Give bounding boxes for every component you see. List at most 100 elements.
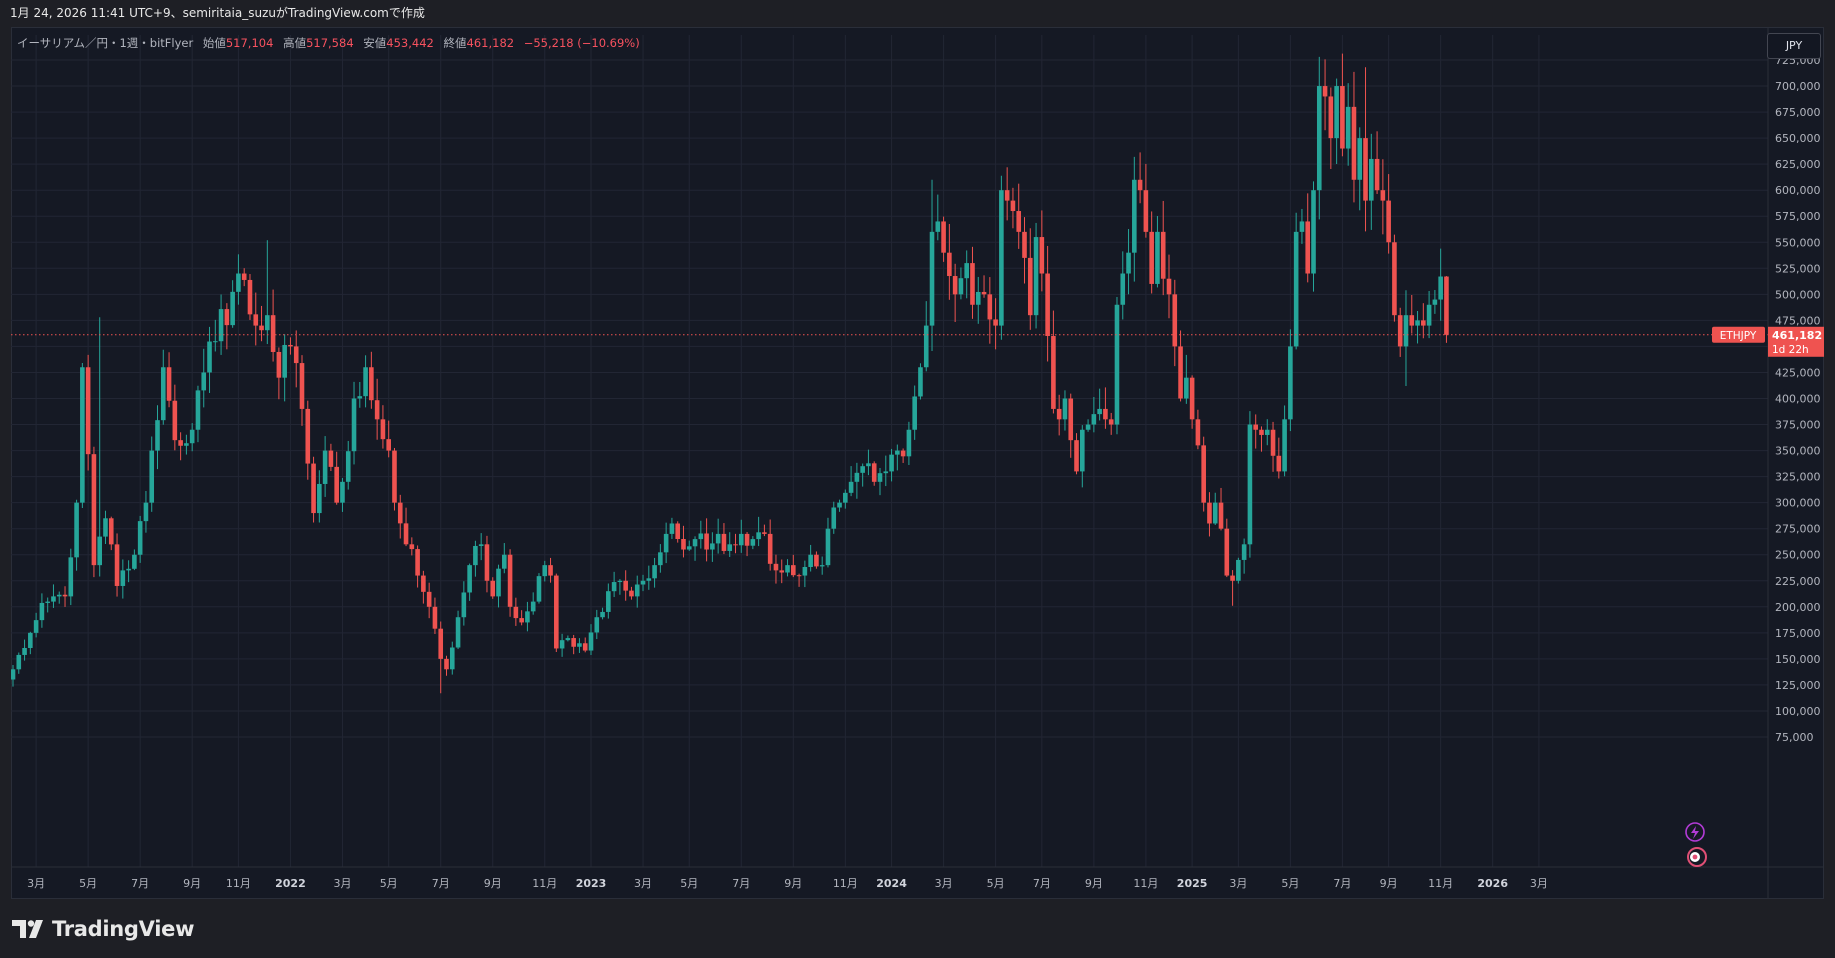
candle-body[interactable] <box>1022 231 1027 258</box>
candle-body[interactable] <box>1392 242 1397 316</box>
candle-body[interactable] <box>1149 231 1154 284</box>
candle-body[interactable] <box>802 566 808 576</box>
candle-body[interactable] <box>507 554 513 607</box>
candle-body[interactable] <box>39 602 45 621</box>
candle-body[interactable] <box>808 554 813 567</box>
candle-body[interactable] <box>22 647 27 655</box>
candle-body[interactable] <box>1247 424 1253 545</box>
candle-body[interactable] <box>785 565 790 573</box>
candle-body[interactable] <box>114 544 120 586</box>
candle-body[interactable] <box>496 568 501 597</box>
candle-body[interactable] <box>912 396 917 430</box>
candle-body[interactable] <box>108 518 114 545</box>
candle-body[interactable] <box>311 463 316 514</box>
candle-body[interactable] <box>1316 86 1322 191</box>
candle-body[interactable] <box>530 601 536 612</box>
candle-body[interactable] <box>1016 211 1022 232</box>
candle-body[interactable] <box>172 400 178 441</box>
candle-body[interactable] <box>513 606 519 619</box>
candle-body[interactable] <box>16 654 22 670</box>
candle-body[interactable] <box>1143 190 1149 232</box>
candle-body[interactable] <box>756 532 761 540</box>
candle-body[interactable] <box>542 565 548 577</box>
candle-body[interactable] <box>727 544 733 551</box>
candle-body[interactable] <box>478 544 484 546</box>
candle-body[interactable] <box>634 584 640 597</box>
candle-body[interactable] <box>473 545 478 566</box>
candle-body[interactable] <box>1068 398 1074 441</box>
candle-body[interactable] <box>1207 502 1212 524</box>
candle-body[interactable] <box>1288 346 1293 420</box>
candle-body[interactable] <box>1230 575 1235 581</box>
candle-body[interactable] <box>467 565 472 593</box>
candle-body[interactable] <box>750 539 756 546</box>
candle-body[interactable] <box>305 408 311 464</box>
candle-body[interactable] <box>328 450 334 467</box>
candle-body[interactable] <box>195 390 201 430</box>
candle-body[interactable] <box>854 472 860 482</box>
candle-body[interactable] <box>363 367 368 397</box>
candle-body[interactable] <box>1380 190 1386 201</box>
candle-body[interactable] <box>606 591 611 612</box>
candle-body[interactable] <box>1270 429 1276 456</box>
candle-body[interactable] <box>1097 408 1102 415</box>
candle-body[interactable] <box>28 632 33 648</box>
candle-body[interactable] <box>611 582 617 592</box>
candle-body[interactable] <box>409 544 415 550</box>
candle-body[interactable] <box>33 620 39 633</box>
candle-body[interactable] <box>877 473 883 482</box>
candle-body[interactable] <box>1328 96 1334 139</box>
candle-body[interactable] <box>484 544 490 581</box>
candle-body[interactable] <box>710 543 715 550</box>
candle-body[interactable] <box>704 533 709 550</box>
candle-body[interactable] <box>871 463 877 482</box>
candle-body[interactable] <box>935 221 941 232</box>
candle-body[interactable] <box>1074 440 1079 472</box>
candle-body[interactable] <box>565 638 571 641</box>
candle-body[interactable] <box>767 533 773 564</box>
candle-body[interactable] <box>1374 158 1380 191</box>
candle-body[interactable] <box>1080 429 1085 472</box>
candle-body[interactable] <box>779 570 785 573</box>
candle-body[interactable] <box>819 565 825 567</box>
candle-body[interactable] <box>1010 200 1016 212</box>
candle-body[interactable] <box>334 466 339 503</box>
candle-body[interactable] <box>629 590 634 597</box>
candle-body[interactable] <box>681 539 686 550</box>
candle-body[interactable] <box>1363 138 1368 201</box>
candle-body[interactable] <box>1184 377 1189 399</box>
candle-body[interactable] <box>1351 106 1357 180</box>
candle-body[interactable] <box>207 341 212 373</box>
candle-body[interactable] <box>45 601 50 603</box>
candle-body[interactable] <box>1369 158 1374 201</box>
candle-body[interactable] <box>213 341 218 343</box>
candle-body[interactable] <box>1051 336 1056 409</box>
candle-body[interactable] <box>299 363 305 409</box>
candle-body[interactable] <box>1212 502 1218 524</box>
legend-symbol-description[interactable]: イーサリアム／円・1週・bitFlyer <box>17 36 194 50</box>
candle-body[interactable] <box>1160 231 1166 279</box>
candle-body[interactable] <box>773 563 779 571</box>
candle-body[interactable] <box>1438 276 1443 300</box>
candle-body[interactable] <box>640 580 646 585</box>
candle-body[interactable] <box>791 565 796 576</box>
candle-body[interactable] <box>646 578 652 581</box>
candle-body[interactable] <box>1415 320 1420 326</box>
candle-body[interactable] <box>525 611 530 623</box>
candle-body[interactable] <box>1056 408 1062 420</box>
candle-body[interactable] <box>403 523 409 545</box>
candle-body[interactable] <box>577 643 582 647</box>
candle-body[interactable] <box>970 263 975 305</box>
candle-body[interactable] <box>253 314 259 326</box>
candle-body[interactable] <box>317 483 322 514</box>
candle-body[interactable] <box>536 576 542 602</box>
candle-body[interactable] <box>449 647 455 670</box>
candle-body[interactable] <box>594 617 600 633</box>
candle-body[interactable] <box>814 554 819 567</box>
candle-body[interactable] <box>519 618 524 623</box>
candle-body[interactable] <box>692 539 698 547</box>
candle-body[interactable] <box>68 557 74 597</box>
candle-body[interactable] <box>1299 221 1305 232</box>
candle-body[interactable] <box>1172 294 1178 347</box>
candlestick-chart[interactable]: 75,000 100,000 125,000 150,000 175,000 200,00… <box>11 27 1824 899</box>
